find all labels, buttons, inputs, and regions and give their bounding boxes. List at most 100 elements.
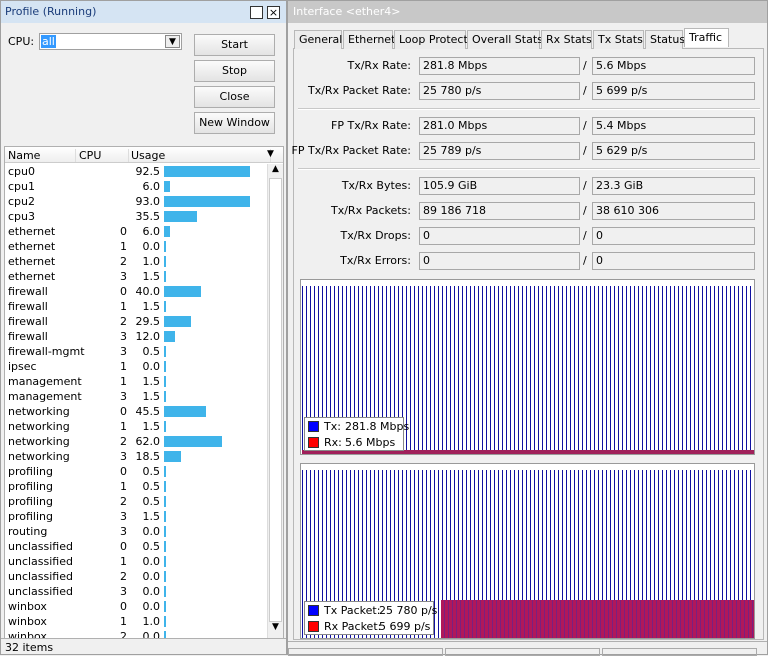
usage-bar — [164, 241, 166, 252]
close-button[interactable]: × — [267, 6, 280, 19]
field-label: Tx/Rx Packets: — [330, 204, 411, 217]
name-cell: management — [8, 375, 82, 388]
tab[interactable]: Status — [645, 30, 685, 49]
cpu-cell: 2 — [120, 255, 127, 268]
tab[interactable]: Overall Stats — [467, 30, 543, 49]
separator-slash: / — [583, 119, 587, 132]
cpu-cell: 3 — [120, 525, 127, 538]
tab[interactable]: Rx Stats — [541, 30, 592, 49]
table-row[interactable]: winbox 1 1.0 — [5, 614, 267, 629]
tab[interactable]: Loop Protect — [394, 30, 468, 49]
table-row[interactable]: ethernet 2 1.0 — [5, 254, 267, 269]
cpu-cell: 2 — [120, 315, 127, 328]
table-row[interactable]: cpu1 6.0 — [5, 179, 267, 194]
tx-field: 25 780 p/s — [419, 82, 580, 100]
table-row[interactable]: firewall 3 12.0 — [5, 329, 267, 344]
table-row[interactable]: networking 3 18.5 — [5, 449, 267, 464]
table-row[interactable]: cpu0 92.5 — [5, 164, 267, 179]
button[interactable]: Close — [194, 86, 275, 108]
name-cell: networking — [8, 420, 70, 433]
status-bar: 32 items — [1, 638, 286, 655]
scroll-thumb[interactable] — [269, 178, 282, 622]
name-cell: unclassified — [8, 540, 73, 553]
usage-cell: 0.5 — [142, 495, 161, 508]
name-cell: ethernet — [8, 255, 56, 268]
traffic-graph: Tx Packet: 25 780 p/s Rx Packet: 5 699 p/s — [300, 463, 755, 639]
table-row[interactable]: unclassified 0 0.5 — [5, 539, 267, 554]
column-header: Name — [8, 149, 76, 162]
scroll-up[interactable]: ▲ — [272, 164, 279, 174]
button[interactable]: Start — [194, 34, 275, 56]
usage-bar — [164, 331, 176, 342]
tab[interactable]: Ethernet — [343, 30, 395, 49]
table-row[interactable]: routing 3 0.0 — [5, 524, 267, 539]
maximize-button[interactable] — [250, 6, 263, 19]
table-row[interactable]: networking 0 45.5 — [5, 404, 267, 419]
table-row[interactable]: ipsec 1 0.0 — [5, 359, 267, 374]
button[interactable]: New Window — [194, 112, 275, 134]
table-row[interactable]: cpu3 35.5 — [5, 209, 267, 224]
legend-label: Rx: — [324, 436, 342, 449]
table-row[interactable]: firewall 0 40.0 — [5, 284, 267, 299]
name-cell: firewall-mgmt — [8, 345, 85, 358]
table-row[interactable]: management 3 1.5 — [5, 389, 267, 404]
usage-bar — [164, 211, 197, 222]
table-row[interactable]: firewall 1 1.5 — [5, 299, 267, 314]
cpu-cell: 0 — [120, 465, 127, 478]
table-row[interactable]: cpu2 93.0 — [5, 194, 267, 209]
table-row[interactable]: firewall 2 29.5 — [5, 314, 267, 329]
usage-bar — [164, 376, 166, 387]
table-row[interactable]: profiling 0 0.5 — [5, 464, 267, 479]
dropdown-arrow[interactable]: ▼ — [165, 35, 180, 48]
usage-cell: 0.0 — [142, 630, 161, 638]
cpu-cell: 0 — [120, 540, 127, 553]
tab[interactable]: General — [294, 30, 342, 49]
window-title: Profile (Running) — [5, 5, 97, 18]
usage-bar — [164, 541, 166, 552]
separator-slash: / — [583, 84, 587, 97]
separator-slash: / — [583, 229, 587, 242]
name-cell: cpu3 — [8, 210, 36, 223]
table-row[interactable]: winbox 2 0.0 — [5, 629, 267, 638]
tab[interactable]: Traffic — [684, 28, 729, 47]
field-label: Tx/Rx Rate: — [347, 59, 411, 72]
table-row[interactable]: unclassified 3 0.0 — [5, 584, 267, 599]
name-cell: routing — [8, 525, 48, 538]
field-label: Tx/Rx Packet Rate: — [308, 84, 411, 97]
cpu-select[interactable]: all ▼ — [39, 33, 182, 50]
usage-cell: 0.0 — [142, 360, 161, 373]
usage-cell: 0.0 — [142, 585, 161, 598]
table-row[interactable]: networking 1 1.5 — [5, 419, 267, 434]
table-row[interactable]: unclassified 2 0.0 — [5, 569, 267, 584]
cpu-cell: 2 — [120, 495, 127, 508]
usage-bar — [164, 451, 182, 462]
usage-cell: 45.5 — [135, 405, 161, 418]
table-row[interactable]: unclassified 1 0.0 — [5, 554, 267, 569]
scroll-down[interactable]: ▼ — [272, 622, 279, 632]
table-row[interactable]: ethernet 0 6.0 — [5, 224, 267, 239]
table-row[interactable]: winbox 0 0.0 — [5, 599, 267, 614]
legend-swatch — [308, 605, 319, 616]
table-row[interactable]: firewall-mgmt 3 0.5 — [5, 344, 267, 359]
table-row[interactable]: profiling 2 0.5 — [5, 494, 267, 509]
table-row[interactable]: profiling 1 0.5 — [5, 479, 267, 494]
tx-field: 0 — [419, 227, 580, 245]
table-row[interactable]: ethernet 1 0.0 — [5, 239, 267, 254]
rx-field: 38 610 306 — [592, 202, 755, 220]
table-row[interactable]: profiling 3 1.5 — [5, 509, 267, 524]
button[interactable]: Stop — [194, 60, 275, 82]
name-cell: cpu0 — [8, 165, 36, 178]
cpu-cell: 3 — [120, 450, 127, 463]
cpu-cell: 3 — [120, 585, 127, 598]
legend-value: 5 699 p/s — [379, 620, 431, 633]
usage-bar — [164, 421, 166, 432]
usage-bar — [164, 616, 166, 627]
cpu-cell: 3 — [120, 345, 127, 358]
table-row[interactable]: ethernet 3 1.5 — [5, 269, 267, 284]
tab[interactable]: Tx Stats — [593, 30, 644, 49]
column-menu[interactable]: ▼ — [267, 149, 274, 159]
name-cell: unclassified — [8, 585, 73, 598]
table-row[interactable]: management 1 1.5 — [5, 374, 267, 389]
table-row[interactable]: networking 2 62.0 — [5, 434, 267, 449]
